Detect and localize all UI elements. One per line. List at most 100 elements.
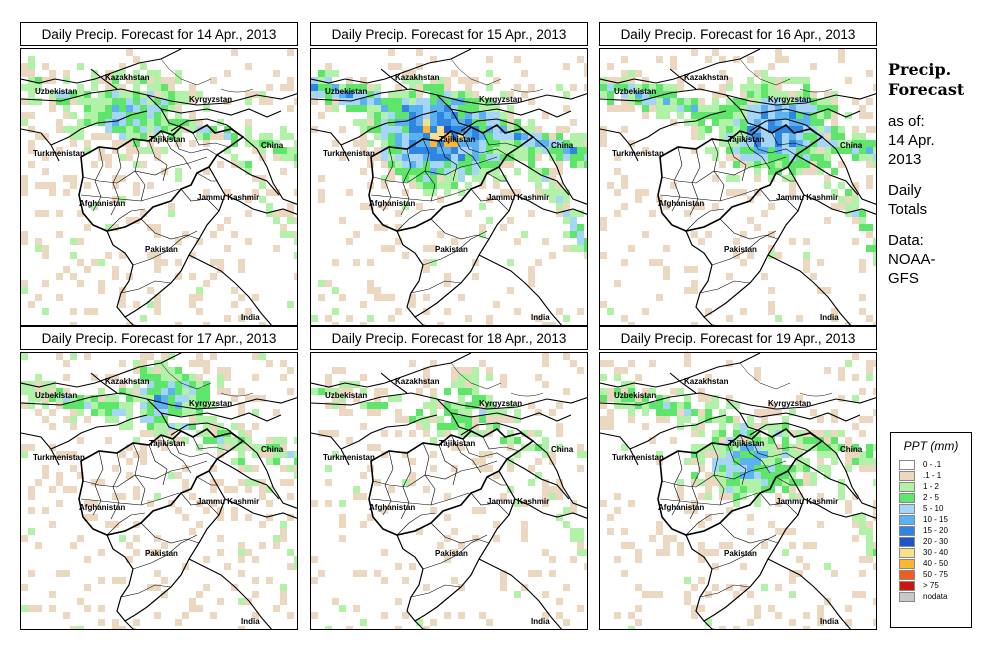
province-border [659,492,759,506]
precip-cell [768,98,775,105]
precip-cell [119,140,126,147]
precip-cell [859,416,866,423]
precip-cell [628,612,635,619]
precip-cell [719,542,726,549]
legend-swatch [899,537,915,547]
province-border [192,132,230,148]
precip-cell [98,605,105,612]
precip-cell [852,514,859,521]
province-border [438,140,458,182]
precip-cell [663,84,670,91]
legend-swatch [899,460,915,470]
country-border [21,353,182,388]
precip-cell [542,486,549,493]
precip-cell [182,479,189,486]
precip-cell [273,409,280,416]
precip-cell [42,63,49,70]
precip-cell [817,451,824,458]
precip-cell [353,140,360,147]
precip-cell [698,84,705,91]
precip-cell [458,374,465,381]
precip-cell [374,154,381,161]
precip-cell [691,266,698,273]
precip-cell [873,458,876,465]
precip-cell [259,322,266,325]
precip-cell [656,112,663,119]
precip-cell [332,91,339,98]
precip-cell [266,437,273,444]
precip-cell [238,626,245,629]
precip-cell [175,381,182,388]
precip-cell [423,189,430,196]
precip-cell [621,56,628,63]
side-title-line1: Precip. [888,60,952,79]
precip-cell [217,430,224,437]
precip-cell [430,175,437,182]
map-label-jammu-kashmir: Jammu Kashmir [487,193,550,202]
precip-cell [775,161,782,168]
precip-cell [388,91,395,98]
precip-cell [444,175,451,182]
precip-cell [754,437,761,444]
precip-cell [91,133,98,140]
precip-cell [649,259,656,266]
precip-cell [154,388,161,395]
precip-cell [726,360,733,367]
precip-cell [28,147,35,154]
precip-cell [259,182,266,189]
water-line [510,392,544,397]
precip-cell [458,294,465,301]
precip-cell [353,98,360,105]
legend-label: 15 - 20 [923,526,948,535]
precip-cell [423,126,430,133]
precip-cell [98,77,105,84]
precip-cell [77,210,84,217]
precip-cell [70,542,77,549]
water-line [160,58,212,86]
country-border [146,398,282,422]
precip-cell [528,168,535,175]
precip-cell [768,105,775,112]
precip-cell [245,91,252,98]
precip-cell [761,112,768,119]
precip-cell [252,479,259,486]
precip-cell [479,112,486,119]
precip-cell [838,140,845,147]
precip-cell [437,77,444,84]
precip-cell [98,619,105,626]
precip-cell [147,402,154,409]
precip-cell [719,444,726,451]
precip-cell [395,210,402,217]
precip-cell [768,154,775,161]
precip-cell [698,542,705,549]
precip-cell [21,287,28,294]
precip-cell [458,105,465,112]
precip-cell [437,147,444,154]
precip-cell [217,535,224,542]
precip-cell [528,430,535,437]
precip-cell [294,140,297,147]
precip-cell [803,472,810,479]
precip-cell [514,119,521,126]
precip-cell [140,353,147,360]
precip-cell [486,395,493,402]
legend-label: 20 - 30 [923,537,948,546]
precip-cell [556,402,563,409]
precip-cell [810,105,817,112]
precip-cell [119,175,126,182]
precip-cell [479,231,486,238]
precip-cell [42,395,49,402]
precip-cell [416,140,423,147]
precip-cell [542,322,549,325]
precip-map-canvas [21,353,297,629]
precip-cell [77,63,84,70]
precip-cell [238,388,245,395]
country-border [21,392,297,410]
precip-cell [563,619,570,626]
precip-cell [535,147,542,154]
precip-cell [873,360,876,367]
precip-cell [266,203,273,210]
precip-cell [325,91,332,98]
precip-cell [210,77,217,84]
precip-cell [740,161,747,168]
